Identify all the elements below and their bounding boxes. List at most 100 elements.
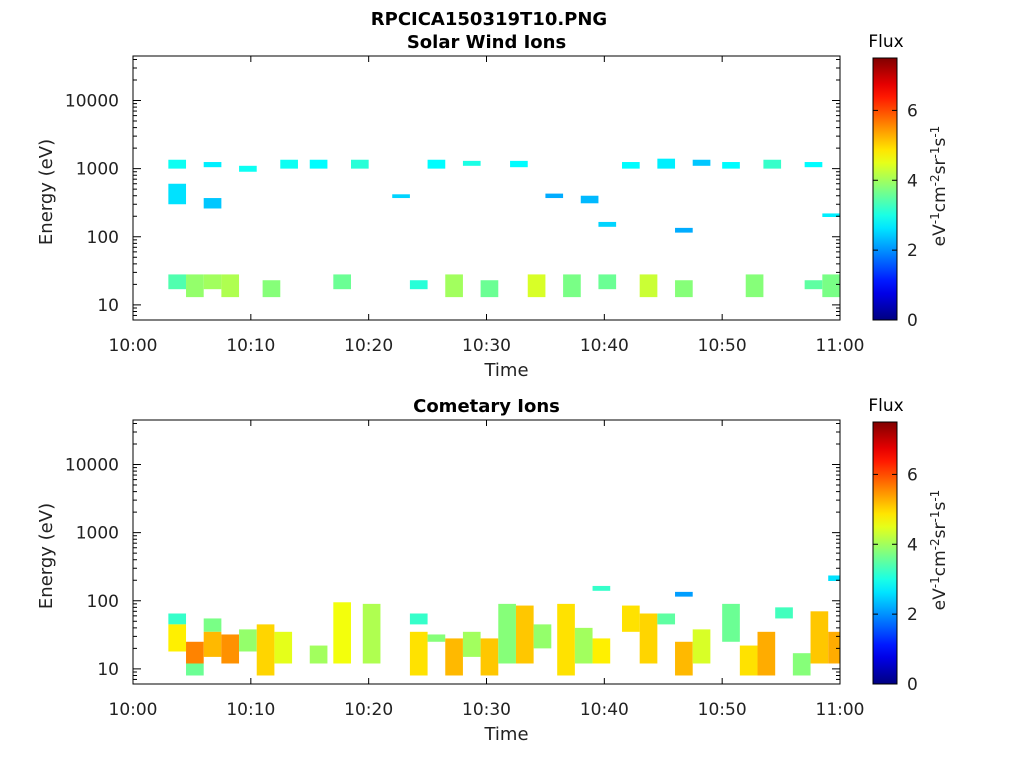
colorbar-tick-label: 0 (907, 311, 918, 331)
y-tick-label: 10000 (65, 92, 119, 112)
y-tick-label: 10000 (65, 456, 119, 476)
figure-title: RPCICA150319T10.PNG (371, 9, 607, 30)
heatmap-cell (333, 274, 351, 290)
heatmap-cell (527, 274, 546, 298)
heatmap-cell (221, 634, 240, 664)
unit-base: sr (930, 158, 950, 174)
heatmap-cell (427, 159, 446, 169)
heatmap-cell (574, 627, 593, 664)
heatmap-cell (168, 183, 187, 205)
x-tick-label: 10:30 (462, 336, 511, 356)
unit-base: eV (930, 588, 950, 610)
heatmap-cell (462, 631, 481, 657)
x-tick-label: 10:40 (580, 700, 629, 720)
unit-base: cm (930, 186, 950, 212)
heatmap-cell (792, 653, 811, 676)
heatmap-cell (533, 624, 552, 649)
unit-base: sr (930, 522, 950, 538)
heatmap-cell (186, 663, 204, 676)
heatmap-cell (409, 280, 428, 290)
heatmap-cell (745, 274, 764, 298)
x-axis-label: Time (483, 724, 528, 745)
heatmap-cell (722, 162, 740, 169)
y-tick-label: 1000 (76, 160, 119, 180)
colorbar-unit-label: eV-1cm-2sr-1s-1 (928, 126, 950, 247)
unit-base: eV (930, 224, 950, 246)
unit-exponent: -2 (928, 538, 942, 550)
heatmap-cell (775, 607, 793, 619)
panel-title: Solar Wind Ions (407, 32, 566, 53)
heatmap-cell (262, 280, 281, 298)
unit-exponent: -1 (928, 212, 942, 224)
heatmap-cell (221, 274, 240, 298)
heatmap-cell (239, 165, 257, 172)
heatmap-cell (657, 613, 676, 625)
heatmap-cell (622, 605, 640, 632)
x-tick-label: 10:00 (109, 336, 158, 356)
x-tick-label: 10:10 (226, 336, 275, 356)
heatmap-cell (409, 631, 428, 676)
heatmap-cell (598, 274, 617, 290)
colorbar-scale (872, 57, 898, 321)
unit-exponent: -1 (928, 576, 942, 588)
heatmap-cell (592, 585, 611, 591)
heatmap-cell (804, 162, 823, 168)
heatmap-cell (350, 159, 369, 169)
y-tick-label: 100 (87, 592, 119, 612)
heatmap-cells (168, 158, 840, 298)
heatmap-cell (657, 158, 676, 169)
x-tick-label: 10:20 (344, 700, 393, 720)
heatmap-cell (203, 618, 222, 632)
heatmap-cell (168, 624, 187, 652)
heatmap-cell (168, 613, 187, 625)
heatmap-cell (427, 634, 446, 642)
heatmap-cell (203, 198, 222, 209)
heatmap-cell (822, 213, 840, 217)
heatmap-cell (639, 274, 658, 298)
heatmap-cell (545, 193, 564, 199)
x-tick-label: 11:00 (816, 700, 865, 720)
heatmap-cell (274, 631, 293, 664)
unit-base: s (930, 502, 950, 511)
heatmap-cell (480, 638, 499, 676)
heatmap-cell (557, 603, 575, 676)
unit-base: s (930, 138, 950, 147)
heatmap-cell (675, 591, 693, 597)
heatmap-cell (280, 159, 298, 169)
colorbar-scale (872, 421, 898, 685)
heatmap-cell (462, 160, 481, 166)
unit-base: cm (930, 550, 950, 576)
heatmap-cell (256, 624, 275, 676)
heatmap-cell (498, 603, 516, 664)
colorbar-tick-label: 2 (907, 605, 918, 625)
heatmap-cell (828, 575, 840, 581)
heatmap-cell (445, 274, 463, 298)
y-tick-label: 10 (97, 660, 119, 680)
unit-exponent: -2 (928, 174, 942, 186)
heatmap-cell (675, 280, 693, 298)
heatmap-cell (598, 221, 617, 227)
heatmap-cell (622, 162, 640, 169)
heatmap-cell (692, 159, 711, 166)
colorbar-tick-label: 2 (907, 241, 918, 261)
heatmap-cell (203, 274, 222, 290)
colorbar-title: Flux (868, 32, 903, 52)
heatmap-cell (186, 274, 204, 298)
heatmap-cell (203, 162, 222, 168)
heatmap-cells (168, 575, 840, 676)
unit-exponent: -1 (928, 126, 942, 138)
y-axis-label: Energy (eV) (36, 139, 57, 245)
heatmap-cell (639, 613, 658, 664)
y-axis-label: Energy (eV) (36, 503, 57, 609)
heatmap-cell (828, 631, 840, 664)
heatmap-cell (168, 159, 187, 169)
x-tick-label: 10:50 (698, 700, 747, 720)
heatmap-cell (515, 605, 534, 664)
unit-exponent: -1 (928, 490, 942, 502)
heatmap-cell (810, 611, 829, 664)
unit-exponent: -1 (928, 147, 942, 159)
y-tick-label: 10 (97, 296, 119, 316)
colorbar-unit-label: eV-1cm-2sr-1s-1 (928, 490, 950, 611)
heatmap-cell (822, 274, 840, 298)
